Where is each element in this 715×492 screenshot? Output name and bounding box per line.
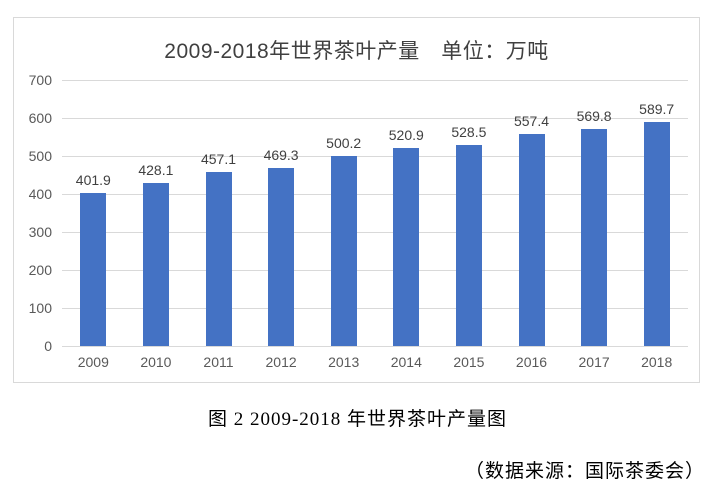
x-axis-tick-label: 2010 xyxy=(140,354,172,370)
y-axis-tick-label: 200 xyxy=(28,262,52,278)
x-axis-tick-label: 2012 xyxy=(265,354,297,370)
bar-value-label: 520.9 xyxy=(388,127,424,143)
y-axis-tick-label: 100 xyxy=(28,300,52,316)
tea-production-bar-chart: 2009-2018年世界茶叶产量 单位：万吨 0 100 200 300 400 500 6… xyxy=(13,17,700,383)
gridline-300 xyxy=(62,231,688,233)
y-axis-tick-label: 400 xyxy=(28,186,52,202)
gridline-600 xyxy=(62,117,688,119)
gridline-0 xyxy=(62,345,688,347)
x-axis-tick-label: 2013 xyxy=(328,354,360,370)
bar-2009 xyxy=(80,193,107,346)
x-axis-tick-label: 2015 xyxy=(453,354,485,370)
x-axis-tick-label: 2018 xyxy=(641,354,673,370)
bar-value-label: 469.3 xyxy=(263,147,299,163)
y-axis-tick-label: 500 xyxy=(28,148,52,164)
y-axis-tick-label: 0 xyxy=(44,338,52,354)
x-axis-tick-label: 2009 xyxy=(77,354,109,370)
data-source-note: （数据来源：国际茶委会） xyxy=(464,461,705,482)
bar-2016 xyxy=(518,134,545,346)
y-axis-tick-label: 300 xyxy=(28,224,52,240)
y-axis-tick-label: 600 xyxy=(28,110,52,126)
bar-2015 xyxy=(455,145,482,346)
x-axis-tick-label: 2016 xyxy=(515,354,548,370)
figure-caption: 图 2 2009-2018 年世界茶叶产量图 xyxy=(207,409,508,430)
x-axis-tick-label: 2014 xyxy=(390,354,422,370)
x-axis-tick-label: 2011 xyxy=(203,354,234,370)
gridline-100 xyxy=(62,307,688,309)
bar-2010 xyxy=(142,183,169,346)
bar-value-label: 500.2 xyxy=(326,135,362,151)
bar-value-label: 589.7 xyxy=(639,101,675,117)
bar-2014 xyxy=(393,148,420,346)
chart-title: 2009-2018年世界茶叶产量 单位：万吨 xyxy=(164,40,549,63)
bar-value-label: 401.9 xyxy=(75,172,111,188)
bar-2013 xyxy=(330,156,357,346)
bar-value-label: 557.4 xyxy=(513,113,550,129)
bar-2017 xyxy=(581,129,608,346)
gridline-400 xyxy=(62,193,688,195)
bar-2011 xyxy=(205,172,232,346)
gridline-200 xyxy=(62,269,688,271)
gridline-700 xyxy=(62,79,688,81)
bar-value-label: 457.1 xyxy=(200,151,237,167)
y-axis-tick-label: 700 xyxy=(28,72,52,88)
x-axis-tick-label: 2017 xyxy=(578,354,610,370)
bar-value-label: 569.8 xyxy=(576,108,612,124)
bar-value-label: 428.1 xyxy=(138,162,174,178)
plot-area: 0 100 200 300 400 500 600 700 401.9 2009 428.1 2010… xyxy=(29,72,688,370)
bar-2018 xyxy=(643,122,670,346)
bar-value-label: 528.5 xyxy=(451,124,487,140)
gridline-500 xyxy=(62,155,688,157)
bar-2012 xyxy=(268,168,295,346)
